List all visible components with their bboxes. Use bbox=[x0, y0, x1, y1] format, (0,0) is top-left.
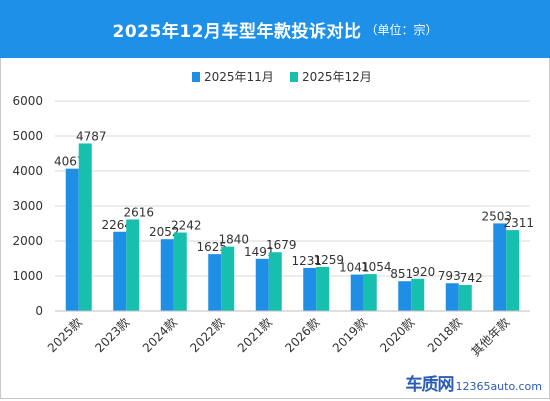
data-label: 2264 bbox=[101, 218, 132, 232]
y-tick-label: 5000 bbox=[12, 129, 43, 143]
data-label: 2242 bbox=[171, 219, 202, 233]
bar bbox=[113, 231, 127, 311]
x-tick-label: 其他年款 bbox=[469, 315, 513, 359]
x-tick-label: 2021款 bbox=[235, 315, 275, 355]
bar bbox=[160, 239, 174, 311]
data-label: 2503 bbox=[481, 209, 512, 223]
bar bbox=[411, 278, 425, 311]
bar bbox=[506, 230, 520, 311]
data-label: 1054 bbox=[361, 260, 392, 274]
data-label: 1231 bbox=[291, 254, 322, 268]
x-tick-label: 2026款 bbox=[282, 315, 322, 355]
legend-label: 2025年12月 bbox=[302, 70, 372, 84]
bar bbox=[255, 258, 269, 311]
x-tick-label: 2025款 bbox=[45, 315, 85, 355]
data-label: 2616 bbox=[123, 205, 154, 219]
legend-label: 2025年11月 bbox=[204, 70, 274, 84]
data-label: 742 bbox=[460, 271, 483, 285]
data-label: 4067 bbox=[54, 155, 85, 169]
bar bbox=[221, 246, 235, 311]
chart-title-bar: 2025年12月车型年款投诉对比 （单位：宗） bbox=[0, 0, 550, 58]
data-label: 1625 bbox=[196, 240, 227, 254]
x-tick-label: 2019款 bbox=[330, 315, 370, 355]
watermark-site: 12365auto.com bbox=[455, 380, 542, 393]
bar bbox=[303, 267, 317, 311]
bar bbox=[65, 168, 79, 311]
data-label: 1041 bbox=[339, 261, 370, 275]
data-label: 2311 bbox=[503, 216, 534, 230]
data-label: 1259 bbox=[313, 253, 344, 267]
bar bbox=[173, 232, 187, 311]
chart-unit: （单位：宗） bbox=[365, 22, 438, 37]
bar bbox=[398, 281, 412, 311]
bar bbox=[493, 223, 507, 311]
legend-swatch bbox=[192, 72, 200, 82]
x-tick-label: 2022款 bbox=[187, 315, 227, 355]
y-tick-label: 3000 bbox=[12, 199, 43, 213]
bar bbox=[208, 254, 222, 311]
x-tick-label: 2024款 bbox=[140, 315, 180, 355]
data-label: 920 bbox=[412, 265, 435, 279]
data-label: 1491 bbox=[244, 245, 275, 259]
x-tick-label: 2020款 bbox=[377, 315, 417, 355]
y-tick-label: 1000 bbox=[12, 269, 43, 283]
bar bbox=[268, 252, 282, 311]
bar bbox=[458, 285, 472, 311]
bar bbox=[126, 219, 140, 311]
legend-swatch bbox=[290, 72, 298, 82]
bar bbox=[363, 274, 377, 311]
y-tick-label: 2000 bbox=[12, 234, 43, 248]
bar bbox=[78, 143, 92, 311]
watermark-logo: 车质网 12365auto.com bbox=[405, 370, 542, 395]
y-tick-label: 4000 bbox=[12, 164, 43, 178]
y-tick-label: 0 bbox=[35, 304, 43, 318]
watermark-brand: 车质网 bbox=[405, 375, 454, 395]
data-label: 1679 bbox=[266, 238, 297, 252]
chart-title: 2025年12月车型年款投诉对比 bbox=[112, 21, 362, 42]
data-label: 793 bbox=[438, 269, 461, 283]
y-tick-label: 6000 bbox=[12, 94, 43, 108]
bar bbox=[316, 266, 330, 311]
x-tick-label: 2018款 bbox=[425, 315, 465, 355]
bar bbox=[350, 274, 364, 311]
data-label: 1840 bbox=[218, 233, 249, 247]
bar bbox=[445, 283, 459, 311]
data-label: 2052 bbox=[149, 225, 180, 239]
data-label: 851 bbox=[390, 267, 413, 281]
x-tick-label: 2023款 bbox=[92, 315, 132, 355]
data-label: 4787 bbox=[76, 129, 107, 143]
